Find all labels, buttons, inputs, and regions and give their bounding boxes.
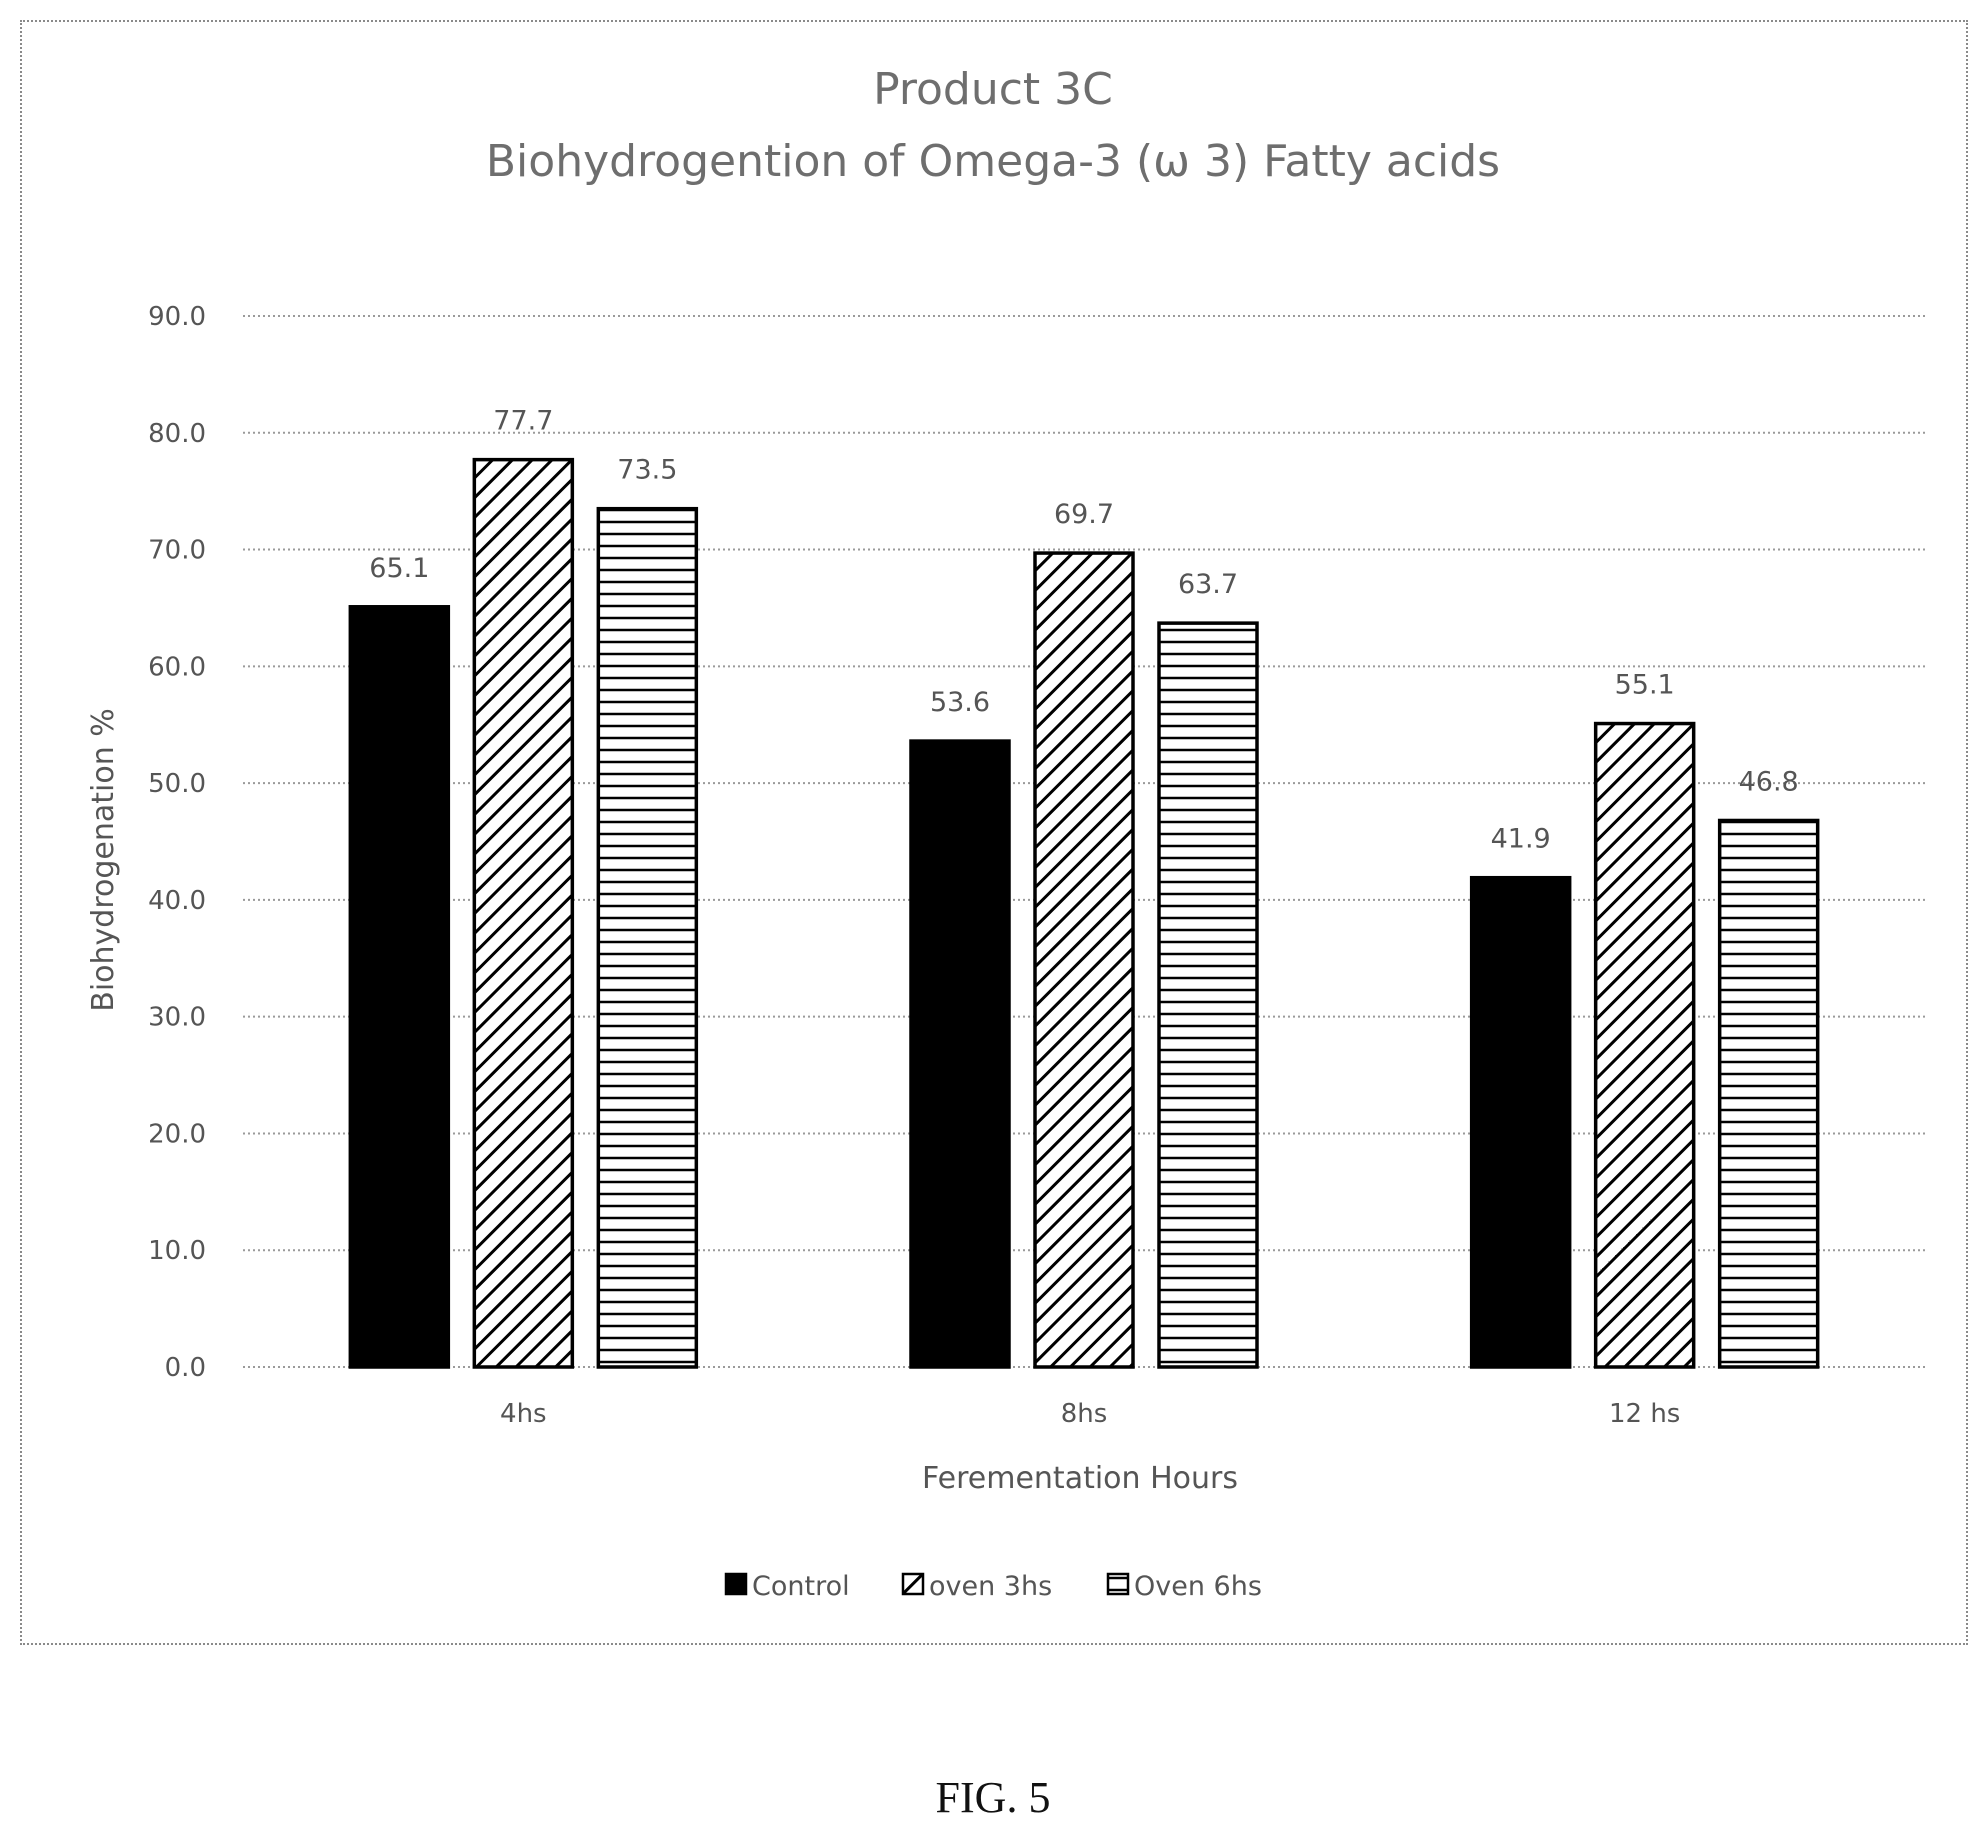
y-tick-label: 20.0 (148, 1119, 206, 1149)
chart-frame (20, 20, 1968, 1645)
y-tick-label: 80.0 (148, 419, 206, 449)
bar-oven-3hs-12-hs (1593, 721, 1696, 1369)
bar-oven-6hs-12-hs (1717, 818, 1820, 1369)
data-label: 63.7 (1178, 569, 1238, 600)
legend-swatch (1106, 1572, 1130, 1596)
bar-control-12-hs (1469, 875, 1572, 1369)
chart-subtitle: Biohydrogention of Omega-3 (ω 3) Fatty a… (486, 136, 1500, 187)
chart-title: Product 3C (873, 64, 1113, 115)
data-label: 69.7 (1054, 499, 1114, 530)
bar-control-4hs (348, 605, 451, 1369)
legend-label: Control (752, 1571, 850, 1602)
y-tick-label: 40.0 (148, 886, 206, 916)
legend-item: Control (724, 1571, 850, 1602)
y-axis-ticks: 0.0 10.0 20.0 30.0 40.0 50.0 60.0 70.0 80.0 90.0 (148, 302, 206, 1383)
y-tick-label: 10.0 (148, 1236, 206, 1266)
y-tick-label: 0.0 (165, 1353, 206, 1383)
data-label: 41.9 (1491, 824, 1551, 855)
y-tick-label: 50.0 (148, 769, 206, 799)
x-axis-ticks: 4hs 8hs 12 hs (500, 1399, 1680, 1429)
legend-item: oven 3hs (901, 1571, 1052, 1602)
legend-item: Oven 6hs (1106, 1571, 1262, 1602)
bar-oven-3hs-4hs (472, 457, 575, 1369)
data-label: 65.1 (369, 553, 429, 584)
y-tick-label: 90.0 (148, 302, 206, 332)
legend-label: oven 3hs (929, 1571, 1052, 1602)
bar-oven-6hs-8hs (1157, 621, 1259, 1369)
y-tick-label: 30.0 (148, 1003, 206, 1033)
y-axis-title: Biohydrogenation % (86, 708, 121, 1012)
x-tick-label: 4hs (500, 1399, 547, 1429)
x-axis-title: Ferementation Hours (922, 1461, 1238, 1496)
legend: Control oven 3hs Oven 6hs (724, 1571, 1262, 1602)
data-label: 73.5 (617, 455, 677, 486)
x-tick-label: 12 hs (1609, 1399, 1680, 1429)
y-tick-label: 70.0 (148, 536, 206, 566)
data-label: 46.8 (1739, 766, 1799, 797)
data-label: 53.6 (930, 687, 990, 718)
data-label: 77.7 (493, 406, 553, 437)
bar-oven-3hs-8hs (1033, 551, 1135, 1369)
x-tick-label: 8hs (1061, 1399, 1108, 1429)
bar-control-8hs (909, 739, 1011, 1369)
data-labels: 65.1 77.7 73.5 53.6 69.7 63.7 41.9 55.1 46.8 (369, 406, 1798, 855)
legend-swatch (901, 1572, 925, 1596)
bars (348, 457, 1820, 1369)
y-tick-label: 60.0 (148, 652, 206, 682)
data-label: 55.1 (1615, 670, 1675, 701)
bar-oven-6hs-4hs (596, 506, 699, 1369)
figure-caption: FIG. 5 (936, 1773, 1051, 1822)
legend-label: Oven 6hs (1134, 1571, 1262, 1602)
legend-swatch (724, 1572, 748, 1596)
